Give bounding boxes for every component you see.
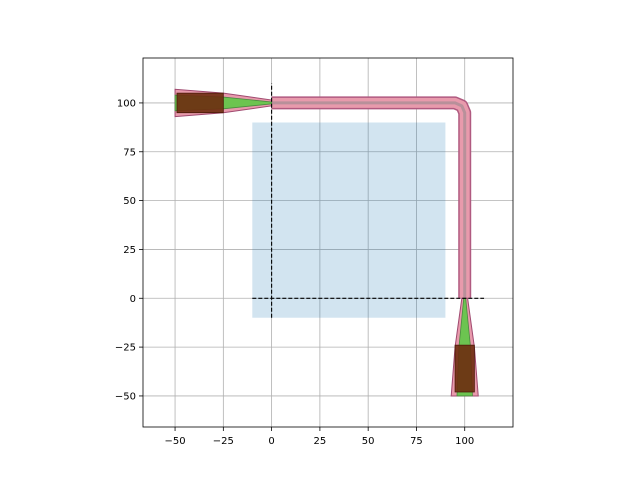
x-tick-label: 100 [455,436,474,447]
y-tick-label: 0 [130,294,136,305]
x-tick-label: −50 [165,436,186,447]
x-tick-label: 25 [314,436,327,447]
waveguide [271,101,467,299]
axes-frame [142,57,514,428]
y-tick-label: 50 [123,196,136,207]
y-tick-label: −50 [115,391,136,402]
region [252,122,446,318]
x-tick-label: 0 [268,436,274,447]
y-tick-label: −25 [115,343,136,354]
x-tick-label: 50 [362,436,375,447]
plot-area [143,58,513,427]
y-tick-label: 25 [123,245,136,256]
doping [176,92,224,114]
x-tick-label: 75 [410,436,423,447]
x-tick-label: −25 [213,436,234,447]
doping [454,344,475,393]
y-tick-label: 100 [117,98,136,109]
y-tick-label: 75 [123,147,136,158]
